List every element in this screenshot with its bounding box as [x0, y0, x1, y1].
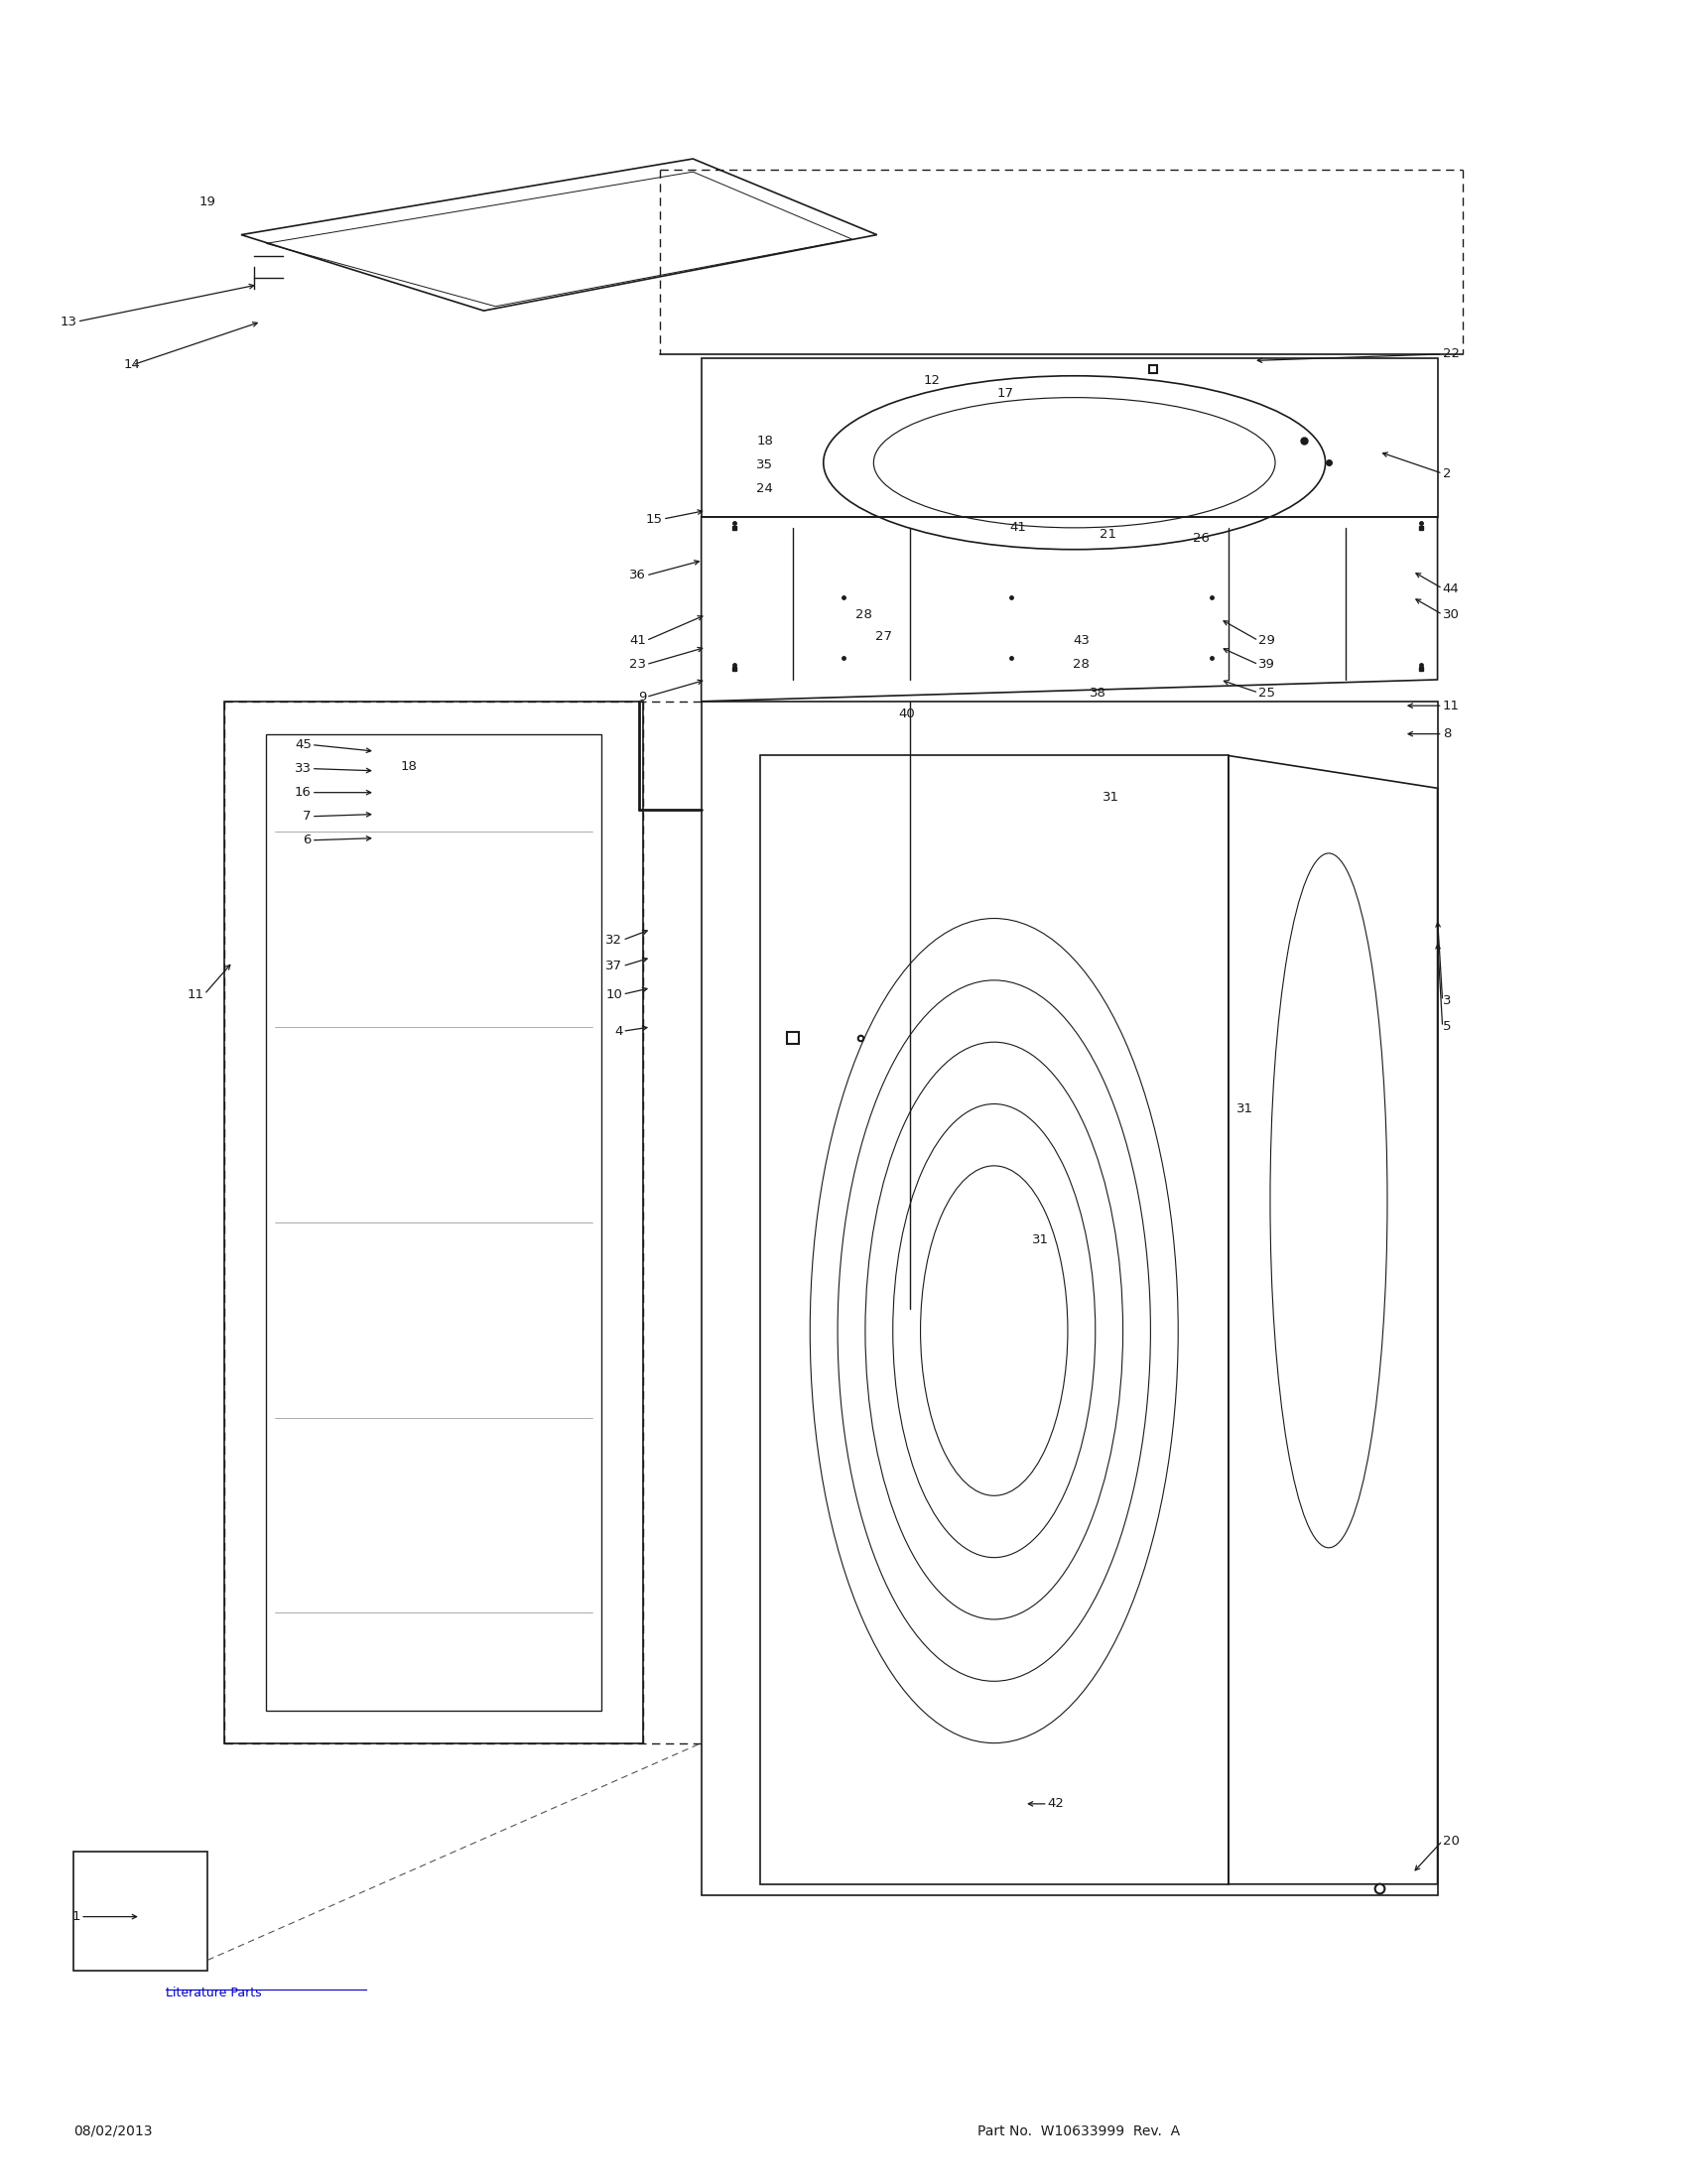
Text: 41: 41 — [1009, 522, 1026, 535]
Text: 19: 19 — [199, 197, 216, 210]
Text: 12: 12 — [924, 373, 941, 387]
Text: 31: 31 — [1103, 791, 1120, 804]
Text: 30: 30 — [1442, 607, 1459, 620]
Text: 6: 6 — [304, 834, 312, 847]
Text: 2: 2 — [1442, 467, 1451, 480]
Text: 28: 28 — [855, 607, 872, 620]
Text: 11: 11 — [187, 987, 204, 1000]
Text: 15: 15 — [646, 513, 663, 526]
Text: 44: 44 — [1442, 583, 1459, 594]
Text: 39: 39 — [1259, 657, 1275, 670]
Text: 10: 10 — [606, 987, 623, 1000]
Text: 25: 25 — [1259, 686, 1275, 699]
Text: 35: 35 — [756, 459, 773, 472]
Text: 29: 29 — [1259, 633, 1275, 646]
Text: 37: 37 — [606, 959, 623, 972]
Text: 20: 20 — [1442, 1835, 1459, 1848]
Text: 18: 18 — [756, 435, 773, 448]
Bar — [74, 1852, 208, 1970]
Text: 23: 23 — [629, 657, 646, 670]
Text: 42: 42 — [1048, 1797, 1064, 1811]
Text: 31: 31 — [1237, 1103, 1253, 1116]
Text: 8: 8 — [1442, 727, 1451, 740]
Text: 24: 24 — [756, 483, 773, 496]
Text: 17: 17 — [997, 387, 1014, 400]
Text: 14: 14 — [125, 358, 140, 371]
Text: 36: 36 — [629, 570, 646, 581]
Text: 45: 45 — [295, 738, 312, 751]
Text: 13: 13 — [61, 314, 78, 328]
Text: 41: 41 — [629, 633, 646, 646]
Text: 08/02/2013: 08/02/2013 — [74, 2125, 154, 2138]
Text: 27: 27 — [876, 629, 892, 642]
Text: 32: 32 — [606, 933, 623, 946]
Text: 18: 18 — [400, 760, 417, 773]
Text: 26: 26 — [1193, 533, 1210, 546]
Text: 16: 16 — [295, 786, 312, 799]
Text: 43: 43 — [1073, 633, 1090, 646]
Text: 22: 22 — [1442, 347, 1459, 360]
Text: 9: 9 — [638, 690, 646, 703]
Text: 33: 33 — [295, 762, 312, 775]
Text: 11: 11 — [1442, 699, 1459, 712]
Text: 4: 4 — [614, 1024, 623, 1037]
Text: 1: 1 — [73, 1911, 81, 1924]
Text: Literature Parts: Literature Parts — [165, 1985, 261, 1998]
Text: 7: 7 — [304, 810, 312, 823]
Text: 3: 3 — [1442, 994, 1451, 1007]
Text: 5: 5 — [1442, 1020, 1451, 1033]
Text: 31: 31 — [1032, 1234, 1049, 1247]
Text: 21: 21 — [1100, 529, 1117, 542]
Text: 38: 38 — [1090, 686, 1107, 699]
Text: 28: 28 — [1073, 657, 1090, 670]
Text: 40: 40 — [899, 708, 916, 721]
Text: Part No.  W10633999  Rev.  A: Part No. W10633999 Rev. A — [977, 2125, 1179, 2138]
